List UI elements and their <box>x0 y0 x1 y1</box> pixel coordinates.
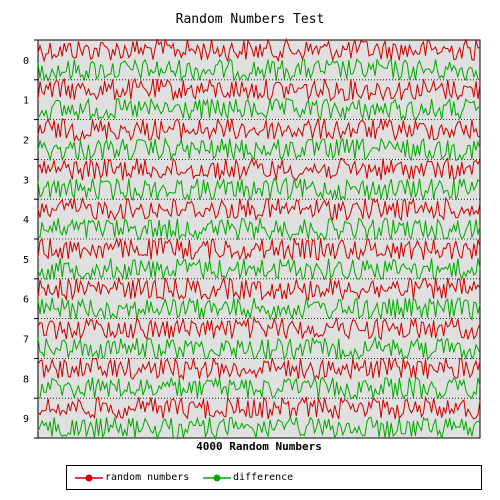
x-axis-label: 4000 Random Numbers <box>196 440 322 453</box>
y-tick-label: 9 <box>23 414 29 425</box>
y-tick-label: 2 <box>23 136 29 147</box>
series-trace-random-numbers <box>37 77 481 102</box>
series-trace-difference <box>37 335 481 361</box>
y-tick-label: 5 <box>23 255 29 266</box>
series-trace-difference <box>37 297 481 321</box>
series-trace-difference <box>37 97 481 121</box>
series-trace-random-numbers <box>37 276 481 302</box>
y-tick-label: 0 <box>23 56 29 67</box>
series-trace-difference <box>37 58 481 83</box>
chart-title: Random Numbers Test <box>175 12 325 27</box>
y-axis-ticks: 0 1 2 3 4 5 6 7 8 9 <box>23 39 38 439</box>
legend-swatch-random-numbers <box>75 474 103 482</box>
y-tick-label: 7 <box>23 335 29 346</box>
series-trace-random-numbers <box>37 356 481 381</box>
y-tick-label: 8 <box>23 374 29 385</box>
legend-label-random-numbers: random numbers <box>105 472 190 483</box>
y-tick-label: 6 <box>23 295 29 306</box>
legend: random numbers difference <box>66 465 482 490</box>
series-trace-difference <box>37 257 481 281</box>
plot-area: 0 1 2 3 4 5 6 7 8 9 <box>23 37 481 441</box>
y-tick-label: 4 <box>23 215 29 226</box>
series-trace-difference <box>37 136 481 162</box>
series-lines <box>37 37 481 441</box>
series-trace-difference <box>37 177 481 202</box>
series-trace-random-numbers <box>37 118 481 143</box>
y-tick-label: 1 <box>23 96 29 107</box>
series-trace-random-numbers <box>37 236 481 262</box>
legend-label-difference: difference <box>233 472 294 483</box>
series-trace-random-numbers <box>37 315 481 341</box>
series-trace-random-numbers <box>37 196 481 222</box>
series-trace-difference <box>37 217 481 242</box>
legend-swatch-difference <box>203 474 231 482</box>
series-trace-difference <box>37 375 481 401</box>
y-tick-label: 3 <box>23 175 29 186</box>
series-trace-random-numbers <box>37 37 481 63</box>
series-trace-difference <box>37 416 481 441</box>
series-trace-random-numbers <box>37 395 481 420</box>
series-trace-random-numbers <box>37 157 481 182</box>
